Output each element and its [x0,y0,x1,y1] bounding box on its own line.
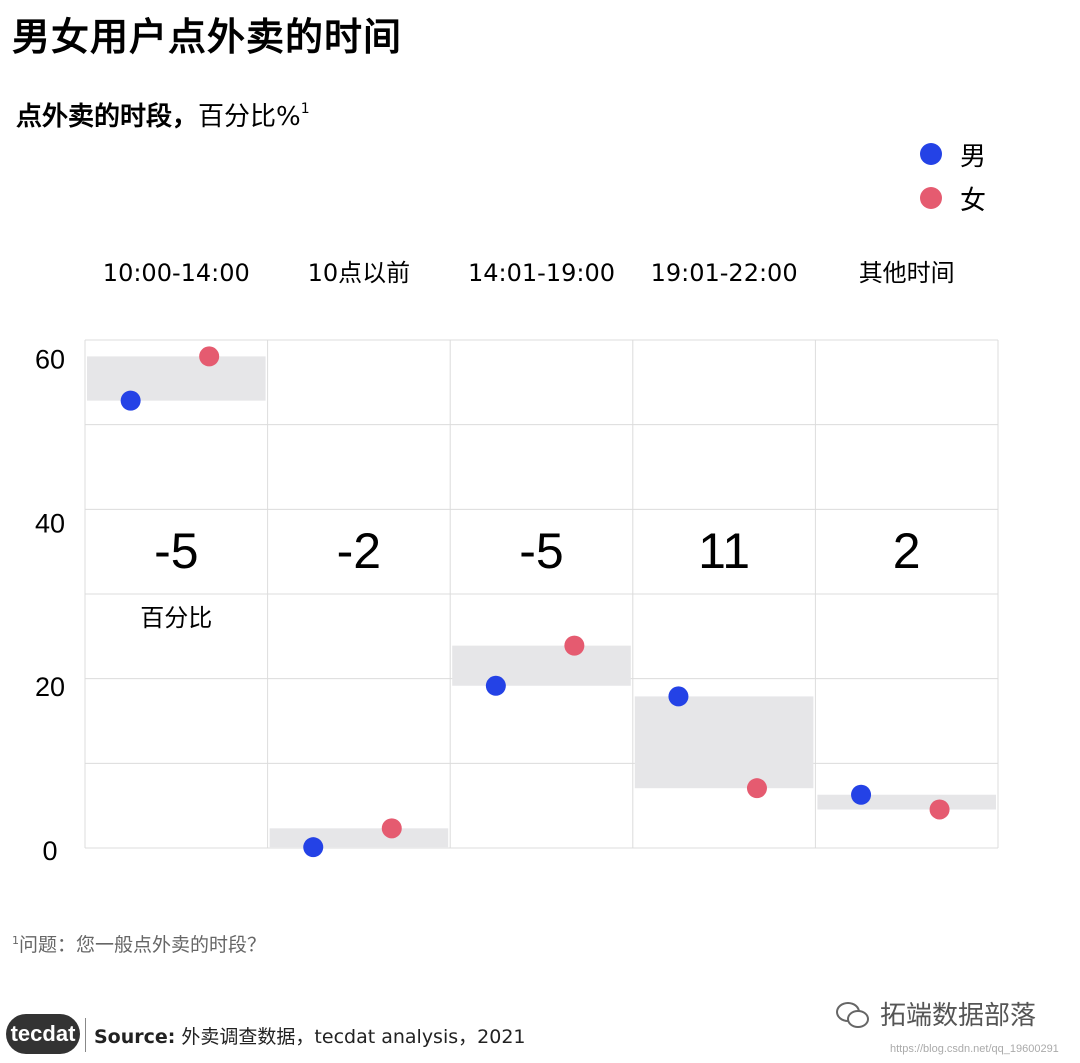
subtitle-footnote-mark: 1 [300,101,310,117]
watermark: https://blog.csdn.net/qq_19600291 [890,1043,1059,1055]
subtitle-main: 点外卖的时段， [16,102,199,132]
chart-subtitle: 点外卖的时段，百分比%1 [16,96,310,133]
point-female [381,818,402,839]
logo-divider [85,1018,86,1052]
footnote-mark: 1 [12,934,19,947]
difference-band [817,794,996,810]
legend-label-female: 女 [960,185,987,216]
point-male [668,686,689,707]
difference-value: -5 [154,523,198,579]
legend-dot-male [920,143,942,165]
difference-band [87,356,266,401]
legend-dot-female [920,187,942,209]
legend-item-male: 男 [920,132,986,176]
legend: 男 女 [920,132,986,220]
y-tick-label: 60 [35,344,65,374]
wechat-icon [836,1000,870,1028]
y-tick-label: 20 [35,672,65,702]
category-label: 19:01-22:00 [651,259,798,287]
subtitle-rest: 百分比% [198,102,301,132]
category-label: 14:01-19:00 [468,259,615,287]
point-male [851,784,872,805]
y-tick-label: 0 [42,836,57,866]
tecdat-logo: tecdat [6,1014,80,1054]
point-female [746,778,767,799]
point-female [199,346,220,367]
source-text: 外卖调查数据，tecdat analysis，2021 [175,1026,526,1048]
footnote: 1问题：您一般点外卖的时段？ [12,930,266,957]
point-male [120,390,141,411]
footnote-text: 问题：您一般点外卖的时段？ [19,934,267,956]
difference-value: -5 [519,523,563,579]
difference-band [452,645,631,686]
source-line: Source: 外卖调查数据，tecdat analysis，2021 [94,1022,526,1049]
difference-band [269,828,449,848]
category-label: 其他时间 [859,259,955,287]
point-female [929,799,950,820]
legend-item-female: 女 [920,176,986,220]
legend-label-male: 男 [960,141,987,172]
difference-value: 11 [698,523,750,579]
point-male [303,837,324,858]
y-tick-label: 40 [35,508,65,538]
brand: 拓端数据部落 [836,995,1036,1032]
difference-band [634,696,814,789]
chart-plot: 0 20 40 60 10:00-14:00 -5 10点以前 -2 14:01-19:00 -5… [35,259,999,866]
source-label: Source: [94,1026,176,1048]
brand-name: 拓端数据部落 [880,1001,1037,1031]
point-male [485,675,506,696]
category-label: 10点以前 [308,259,411,287]
category-label: 10:00-14:00 [103,259,250,287]
difference-value: -2 [337,523,381,579]
chart-title: 男女用户点外卖的时间 [12,15,403,59]
difference-value: 2 [893,523,921,579]
difference-unit-label: 百分比 [140,604,212,632]
point-female [564,635,585,656]
